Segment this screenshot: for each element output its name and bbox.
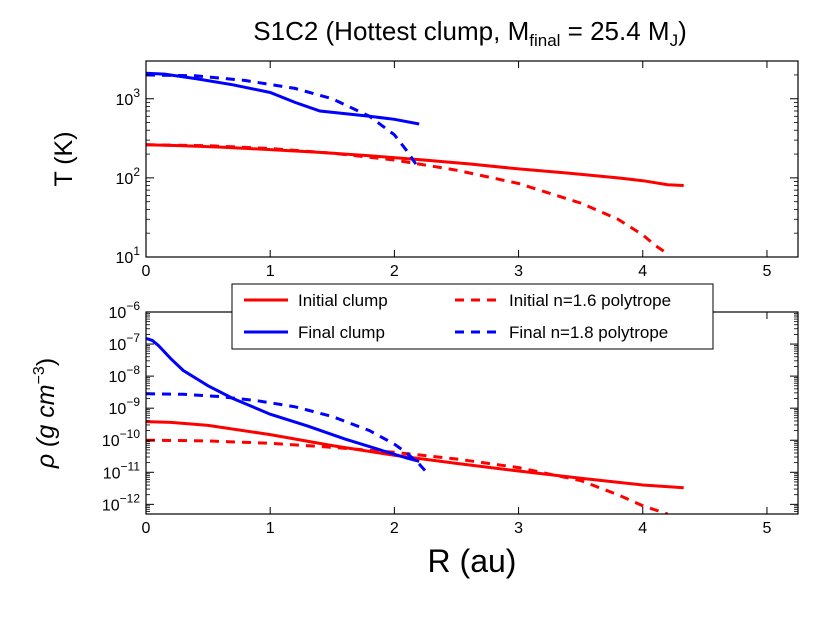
density-ytick-base: 10 — [109, 337, 127, 354]
temperature-ytick-exp: 3 — [133, 86, 140, 100]
legend-label-final-n-1-8-polytrope: Final n=1.8 polytrope — [509, 323, 668, 342]
temperature-xtick-label: 2 — [390, 263, 399, 280]
density-xtick-label: 2 — [390, 520, 399, 537]
density-ytick-base: 10 — [103, 465, 121, 482]
density-ytick-exp: −11 — [121, 459, 141, 473]
density-ytick-base: 10 — [109, 369, 127, 386]
density-ytick-base: 10 — [109, 401, 127, 418]
temperature-xtick-label: 0 — [142, 263, 151, 280]
density-axis-label-end: ) — [32, 358, 60, 366]
density-series-initial-n-1-6-polytrope — [146, 438, 669, 514]
temperature-series-final-n-1-8-polytrope — [146, 73, 421, 170]
density-ytick-exp: −8 — [126, 363, 140, 377]
temperature-xtick-label: 1 — [266, 263, 275, 280]
density-xtick-label: 5 — [762, 520, 771, 537]
density-series-initial-clump — [146, 420, 684, 490]
temperature-plot-frame — [145, 60, 799, 258]
legend-label-final-clump: Final clump — [298, 323, 385, 342]
temperature-ytick-base: 10 — [116, 171, 134, 188]
density-ytick-exp: −9 — [126, 395, 140, 409]
density-xtick-label: 1 — [266, 520, 275, 537]
density-ytick-base: 10 — [109, 305, 127, 322]
density-ytick-label: 10−6 — [109, 299, 141, 322]
density-ytick-exp: −6 — [126, 299, 140, 313]
density-ytick-base: 10 — [102, 433, 120, 450]
title-mid: = 25.4 M — [560, 16, 669, 46]
title-sub2: J — [670, 31, 679, 50]
density-ytick-label: 10−8 — [109, 363, 141, 386]
title-sub: final — [529, 31, 560, 50]
temperature-series-initial-n-1-6-polytrope — [146, 143, 669, 255]
density-series-final-n-1-8-polytrope — [146, 392, 427, 473]
title-end: ) — [678, 16, 687, 46]
density-axis-label: ρ (g cm−3) — [31, 358, 60, 469]
legend-label-initial-n-1-6-polytrope: Initial n=1.6 polytrope — [509, 291, 671, 310]
density-ytick-label: 10−12 — [102, 491, 140, 514]
density-ytick-label: 10−9 — [109, 395, 141, 418]
temperature-xtick-label: 4 — [638, 263, 647, 280]
density-xtick-label: 0 — [142, 520, 151, 537]
temperature-ytick-label: 101 — [116, 244, 141, 267]
radius-axis-label: R (au) — [428, 543, 517, 579]
legend-label-initial-clump: Initial clump — [298, 291, 388, 310]
temperature-ytick-label: 102 — [116, 165, 141, 188]
temperature-ytick-base: 10 — [116, 92, 134, 109]
legend-box — [231, 283, 714, 350]
density-ytick-base: 10 — [102, 497, 120, 514]
temperature-xtick-label: 5 — [762, 263, 771, 280]
temperature-ytick-base: 10 — [116, 250, 134, 267]
density-ytick-label: 10−10 — [102, 427, 140, 450]
density-ytick-label: 10−7 — [109, 331, 141, 354]
temperature-ytick-label: 103 — [116, 86, 141, 109]
density-ytick-exp: −7 — [126, 331, 140, 345]
temperature-ytick-exp: 2 — [133, 165, 140, 179]
density-ytick-exp: −10 — [120, 427, 141, 441]
temperature-series-initial-clump — [146, 143, 684, 187]
chart-title: S1C2 (Hottest clump, Mfinal = 25.4 MJ) — [253, 16, 686, 50]
density-ytick-label: 10−11 — [103, 459, 141, 482]
density-xtick-label: 3 — [514, 520, 523, 537]
temperature-series-final-clump — [146, 71, 420, 126]
title-main: S1C2 (Hottest clump, M — [253, 16, 529, 46]
temperature-ytick-exp: 1 — [133, 244, 140, 258]
density-axis-label-text: ρ (g cm — [32, 384, 60, 469]
density-axis-label-sup: −3 — [31, 366, 48, 384]
temperature-xtick-label: 3 — [514, 263, 523, 280]
legend: Initial clump Initial n=1.6 polytrope Fina… — [231, 283, 714, 350]
temperature-axis-label: T (K) — [50, 131, 78, 186]
density-ytick-exp: −12 — [120, 491, 141, 505]
density-xtick-label: 4 — [638, 520, 647, 537]
